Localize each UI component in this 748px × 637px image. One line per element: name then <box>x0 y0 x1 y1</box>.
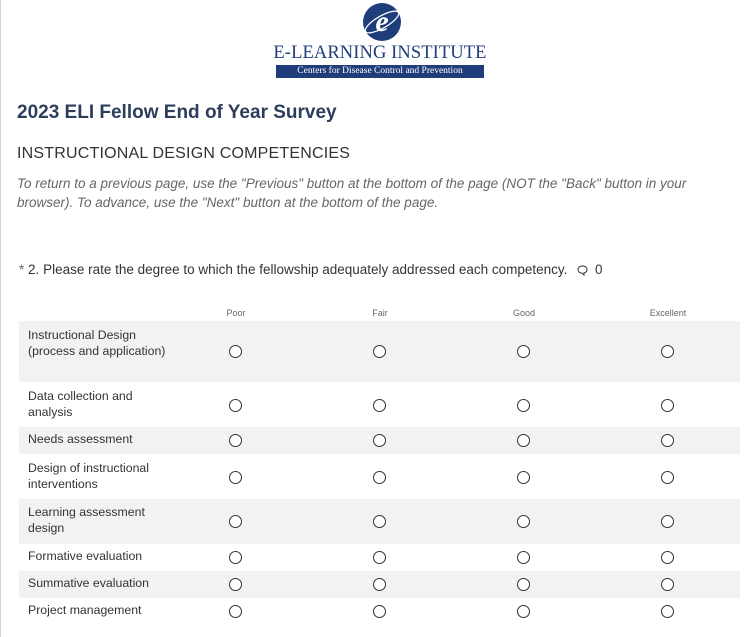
radio-fair[interactable] <box>373 515 386 528</box>
row-label: Instructional Design (process and applic… <box>28 328 166 358</box>
radio-fair[interactable] <box>373 578 386 591</box>
radio-good[interactable] <box>517 345 530 358</box>
row-label: Project management <box>28 603 142 617</box>
radio-fair[interactable] <box>373 345 386 358</box>
section-title: INSTRUCTIONAL DESIGN COMPETENCIES <box>17 145 351 162</box>
navigation-instructions: To return to a previous page, use the "P… <box>17 176 687 210</box>
radio-fair[interactable] <box>373 471 386 484</box>
matrix-row: Data collection and analysis <box>19 382 740 427</box>
question-text: Please rate the degree to which the fell… <box>43 262 568 277</box>
radio-good[interactable] <box>517 434 530 447</box>
logo-subtitle: Centers for Disease Control and Preventi… <box>276 65 484 78</box>
radio-good[interactable] <box>517 515 530 528</box>
scale-header-poor: Poor <box>226 308 246 318</box>
matrix-row: Summative evaluation <box>19 571 740 598</box>
row-label: Formative evaluation <box>28 549 143 563</box>
radio-fair[interactable] <box>373 551 386 564</box>
radio-poor[interactable] <box>229 605 242 618</box>
radio-fair[interactable] <box>373 605 386 618</box>
row-label: Summative evaluation <box>28 576 149 590</box>
radio-excellent[interactable] <box>661 345 674 358</box>
radio-good[interactable] <box>517 578 530 591</box>
radio-excellent[interactable] <box>661 515 674 528</box>
radio-poor[interactable] <box>229 471 242 484</box>
radio-poor[interactable] <box>229 345 242 358</box>
radio-good[interactable] <box>517 471 530 484</box>
radio-good[interactable] <box>517 399 530 412</box>
radio-poor[interactable] <box>229 578 242 591</box>
matrix-row: Instructional Design (process and applic… <box>19 321 740 382</box>
radio-good[interactable] <box>517 551 530 564</box>
required-marker: * <box>19 262 25 277</box>
logo-letter: e <box>375 5 388 38</box>
radio-excellent[interactable] <box>661 399 674 412</box>
radio-poor[interactable] <box>229 434 242 447</box>
question-number: 2. <box>28 262 40 277</box>
survey-title: 2023 ELI Fellow End of Year Survey <box>17 102 337 123</box>
radio-poor[interactable] <box>229 399 242 412</box>
radio-fair[interactable] <box>373 434 386 447</box>
comment-count: 0 <box>594 262 603 277</box>
radio-excellent[interactable] <box>661 605 674 618</box>
matrix-row: Needs assessment <box>19 427 740 454</box>
question-prompt: * 2. Please rate the degree to which the… <box>19 262 602 277</box>
page-left-border <box>0 0 1 637</box>
matrix-row: Learning assessment design <box>19 499 740 544</box>
radio-excellent[interactable] <box>661 471 674 484</box>
eli-logo-mark: e <box>363 3 401 41</box>
matrix-row: Project management <box>19 598 740 625</box>
matrix-row: Design of instructional interventions <box>19 454 740 499</box>
row-label: Needs assessment <box>28 432 133 446</box>
eli-logo: e E-LEARNING INSTITUTE Centers for Disea… <box>272 2 488 78</box>
radio-excellent[interactable] <box>661 434 674 447</box>
radio-fair[interactable] <box>373 399 386 412</box>
radio-excellent[interactable] <box>661 578 674 591</box>
row-label: Data collection and analysis <box>28 389 133 419</box>
row-label: Design of instructional interventions <box>28 461 149 491</box>
radio-poor[interactable] <box>229 515 242 528</box>
scale-header-excellent: Excellent <box>649 308 687 318</box>
scale-header-fair: Fair <box>372 308 388 318</box>
radio-excellent[interactable] <box>661 551 674 564</box>
comment-icon[interactable] <box>577 265 588 276</box>
matrix-row: Formative evaluation <box>19 544 740 571</box>
logo-title: E-LEARNING INSTITUTE <box>273 43 487 63</box>
scale-header-good: Good <box>512 308 536 318</box>
row-label: Learning assessment design <box>28 505 145 535</box>
radio-poor[interactable] <box>229 551 242 564</box>
radio-good[interactable] <box>517 605 530 618</box>
